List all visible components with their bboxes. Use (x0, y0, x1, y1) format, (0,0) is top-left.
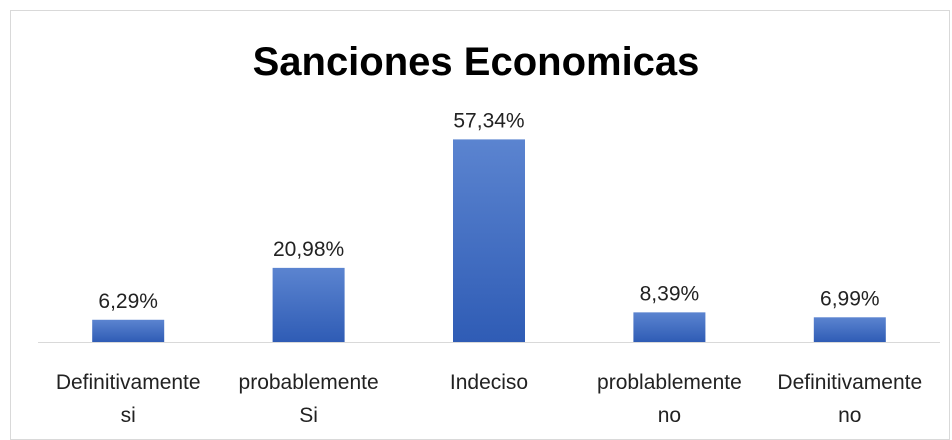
bar (813, 317, 886, 342)
x-tick-label: Indeciso (450, 371, 528, 394)
x-tick-label: Definitivamente si (56, 371, 201, 427)
x-tick-label: Definitivamente no (777, 371, 922, 427)
bar (633, 312, 706, 342)
bar (453, 139, 525, 342)
bar (92, 319, 165, 342)
chart-title: Sanciones Economicas (252, 40, 700, 84)
data-label: 6,29% (98, 290, 158, 313)
bar (272, 267, 345, 342)
x-tick-label: problablemente no (597, 371, 742, 427)
data-label: 8,39% (640, 282, 700, 305)
data-label: 6,99% (820, 287, 880, 310)
data-label: 20,98% (273, 238, 344, 261)
x-tick-label: probablemente Si (239, 371, 379, 427)
data-label: 57,34% (453, 109, 524, 132)
